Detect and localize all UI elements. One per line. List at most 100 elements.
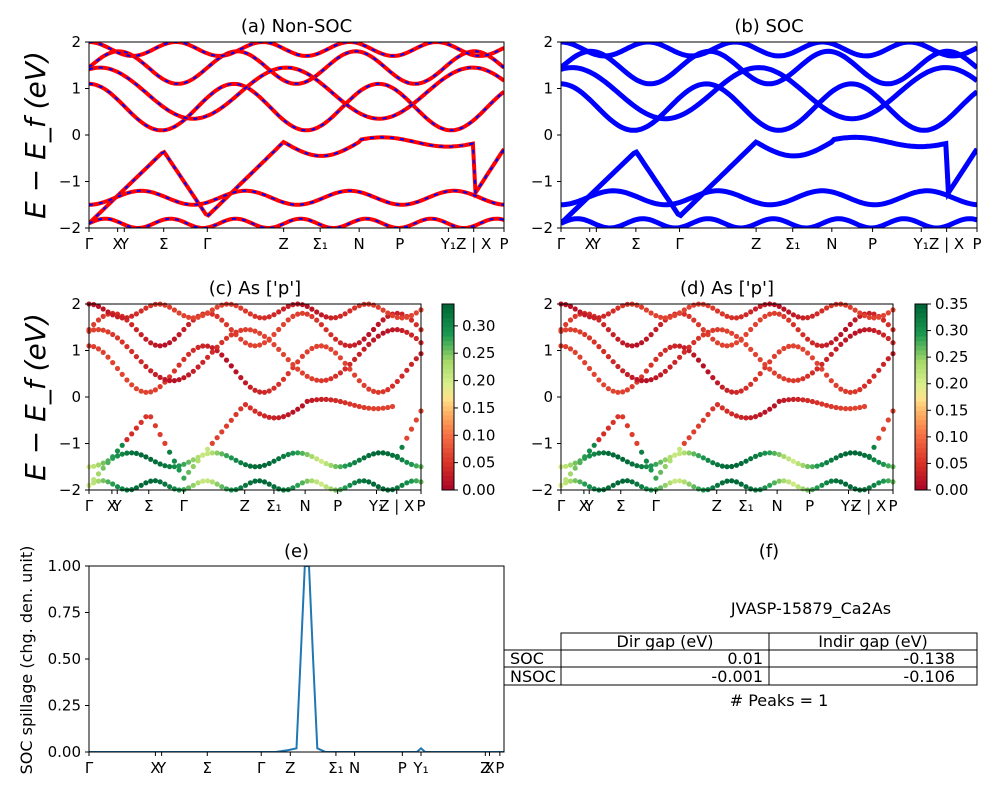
table-row-label: NSOC xyxy=(510,667,556,686)
c-point xyxy=(356,478,362,484)
c-point xyxy=(337,370,343,376)
d-point xyxy=(800,315,806,321)
c-point xyxy=(95,346,102,352)
d-point xyxy=(876,314,882,320)
d-point xyxy=(824,305,830,311)
d-point xyxy=(662,463,668,470)
d-point xyxy=(681,307,687,313)
c-point xyxy=(380,486,386,492)
colorbar-d-swatch xyxy=(915,448,927,454)
d-point xyxy=(828,340,834,346)
d-point xyxy=(790,378,797,384)
c-point xyxy=(333,336,339,342)
c-point xyxy=(152,459,158,465)
c-point xyxy=(394,310,400,316)
d-point xyxy=(639,484,645,490)
d-point xyxy=(880,361,887,367)
d-point xyxy=(658,372,664,378)
ytick-label: 2 xyxy=(71,33,81,51)
d-point xyxy=(847,450,853,456)
c-point xyxy=(186,321,192,328)
d-point xyxy=(790,312,797,318)
a-band-1 xyxy=(89,81,504,133)
c-point xyxy=(304,303,310,309)
d-point xyxy=(762,485,768,491)
c-point xyxy=(110,481,116,487)
d-point xyxy=(748,486,754,492)
c-point xyxy=(371,406,377,412)
c-point xyxy=(314,397,320,403)
c-point xyxy=(371,326,377,333)
d-point xyxy=(800,397,806,403)
xtick-label: P xyxy=(495,759,504,777)
d-point xyxy=(710,460,716,466)
c-point xyxy=(152,387,158,393)
d-point xyxy=(729,330,735,336)
c-point xyxy=(309,345,315,352)
d-point xyxy=(615,414,621,420)
d-point xyxy=(672,343,678,349)
d-point xyxy=(729,342,735,348)
c-point xyxy=(276,346,282,352)
colorbar-c-swatch xyxy=(442,317,454,324)
d-point xyxy=(814,311,820,317)
xtick-label: Σ₁ xyxy=(312,235,328,253)
d-point xyxy=(653,461,659,467)
d-point xyxy=(724,328,730,334)
c-point xyxy=(233,411,239,418)
c-point xyxy=(252,464,258,470)
c-point xyxy=(389,403,396,410)
colorbar-d-swatch xyxy=(915,397,927,403)
c-point xyxy=(228,363,234,369)
d-point xyxy=(658,469,664,475)
c-point xyxy=(309,453,315,460)
c-point xyxy=(143,454,149,460)
xtick-label: Γ xyxy=(203,235,212,253)
d-point xyxy=(871,373,877,379)
c-point xyxy=(380,389,386,395)
spillage-ylabel: SOC spillage (chg. den. unit) xyxy=(17,546,36,775)
c-point xyxy=(276,309,282,315)
d-point xyxy=(771,353,778,359)
c-point xyxy=(91,480,97,486)
c-point xyxy=(242,327,249,333)
c-point xyxy=(138,332,144,338)
d-point xyxy=(805,397,811,404)
xtick-label: P xyxy=(868,235,877,253)
c-point xyxy=(124,315,130,321)
c-point xyxy=(162,481,168,487)
d-point xyxy=(795,461,801,467)
c-point xyxy=(95,478,102,484)
c-point xyxy=(138,452,144,458)
c-point xyxy=(408,461,415,467)
colorbar-c-label: 0.10 xyxy=(462,426,495,444)
d-point xyxy=(629,384,635,390)
c-point xyxy=(399,327,405,334)
d-point xyxy=(681,345,687,351)
peaks-label: # Peaks = 1 xyxy=(730,691,829,710)
c-point xyxy=(143,305,149,311)
c-point xyxy=(129,313,135,319)
b-band-2 xyxy=(561,48,977,87)
d-point xyxy=(691,317,697,323)
d-point xyxy=(620,414,626,420)
c-point xyxy=(162,302,168,308)
c-point xyxy=(347,366,353,372)
xtick-label: P xyxy=(395,235,404,253)
a-band-dash-2 xyxy=(89,50,504,85)
c-point xyxy=(223,322,230,328)
d-point xyxy=(781,313,787,320)
d-point xyxy=(634,481,640,487)
c-point xyxy=(162,440,168,446)
c-point xyxy=(276,486,282,492)
c-point xyxy=(366,452,372,459)
colorbar-c-swatch xyxy=(442,369,454,375)
c-point xyxy=(205,478,211,484)
c-point xyxy=(337,340,343,346)
c-point xyxy=(304,478,310,484)
colorbar-c-swatch xyxy=(442,336,454,342)
xtick-label: Σ₁ xyxy=(785,235,801,253)
d-point xyxy=(880,426,887,432)
colorbar-d-swatch xyxy=(915,462,927,468)
d-point xyxy=(866,310,872,316)
